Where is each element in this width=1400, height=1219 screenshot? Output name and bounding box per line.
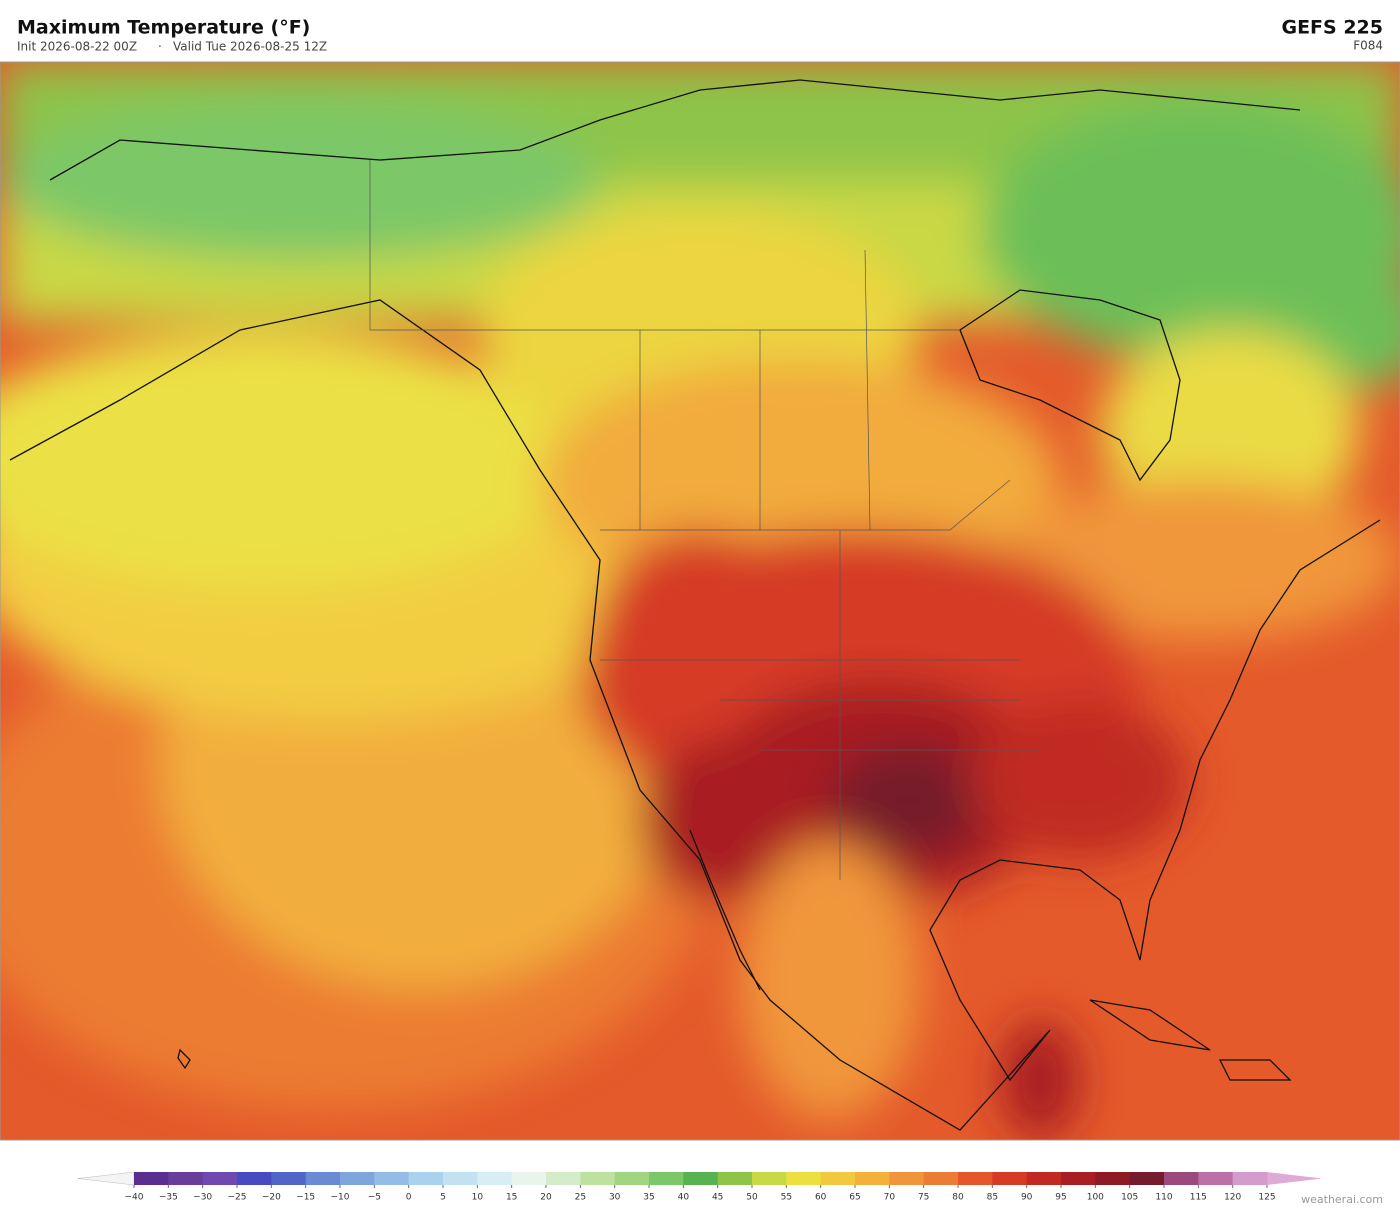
tick-label: 105 [1121,1193,1138,1203]
colorbar-over [1267,1172,1322,1185]
tick-label: 5 [440,1193,446,1203]
tick-label: 120 [1224,1193,1241,1203]
tick-label: 55 [781,1193,792,1203]
tick-label: 65 [849,1193,860,1203]
title: Maximum Temperature (°F) [17,17,310,39]
colorbar-segment [649,1172,684,1185]
model-name: GEFS 225 [1281,17,1383,39]
forecast-hour: F084 [1353,39,1383,53]
colorbar-segment [1129,1172,1165,1185]
tick-label: −40 [125,1193,144,1203]
colorbar-segment [752,1172,787,1185]
tick-label: 35 [643,1193,654,1203]
colorbar-segment [923,1172,959,1185]
colorbar-segment [820,1172,856,1185]
colorbar-segment [443,1172,478,1185]
colorbar-segment [786,1172,822,1185]
colorbar-segment [992,1172,1028,1185]
tick-label: 0 [406,1193,412,1203]
tick-label: 100 [1087,1193,1104,1203]
tick-label: 125 [1258,1193,1275,1203]
colorbar-segment [1164,1172,1199,1185]
tick-label: 20 [540,1193,552,1203]
colorbar-segment [477,1172,513,1185]
tick-label: 30 [609,1193,621,1203]
tick-label: −30 [193,1193,212,1203]
tick-label: −15 [296,1193,315,1203]
colorbar-segment [1061,1172,1096,1185]
init-time: Init 2026-08-22 00Z [17,40,137,54]
colorbar-segment [1232,1172,1268,1185]
colorbar-segment [717,1172,753,1185]
attribution: weatherai.com [1301,1193,1383,1206]
colorbar-segment [855,1172,890,1185]
tick-label: −25 [228,1193,247,1203]
separator: · [158,40,162,54]
colorbar-segment [340,1172,375,1185]
colorbar-segment [305,1172,341,1185]
colorbar-segment [889,1172,925,1185]
colorbar-segment [374,1172,410,1185]
tick-label: 85 [987,1193,998,1203]
colorbar-segment [958,1172,993,1185]
colorbar-segment [271,1172,307,1185]
tick-label: 110 [1155,1193,1172,1203]
colorbar-segment [546,1172,581,1185]
tick-label: −10 [331,1193,350,1203]
tick-label: 40 [678,1193,690,1203]
map-frame [0,61,1400,1141]
colorbar-segment [511,1172,547,1185]
tick-label: 15 [506,1193,517,1203]
tick-label: 90 [1021,1193,1033,1203]
colorbar-segment [614,1172,650,1185]
tick-label: 115 [1190,1193,1207,1203]
valid-time: Valid Tue 2026-08-25 12Z [173,40,327,54]
tick-label: 80 [952,1193,964,1203]
colorbar-segment [683,1172,719,1185]
colorbar-segment [1095,1172,1131,1185]
tick-label: 45 [712,1193,723,1203]
colorbar-segment [1026,1172,1062,1185]
colorbar-under [77,1171,135,1186]
tick-label: −5 [368,1193,381,1203]
colorbar: −40 −35 −30 −25 −20 −15 −10 −5 0 5 10 15 20 25 30 35 40 4… [77,1171,1322,1203]
tick-label: 25 [575,1193,586,1203]
tick-label: 60 [815,1193,827,1203]
colorbar-segment [134,1172,169,1185]
tick-label: −35 [159,1193,178,1203]
colorbar-segment [168,1172,204,1185]
colorbar-segment [202,1172,238,1185]
map [0,62,1400,1140]
colorbar-segment [408,1172,444,1185]
tick-label: 70 [884,1193,896,1203]
colorbar-segment [237,1172,272,1185]
tick-label: 50 [746,1193,758,1203]
tick-label: 75 [918,1193,929,1203]
colorbar-segment [1198,1172,1234,1185]
tick-label: −20 [262,1193,281,1203]
tick-label: 10 [472,1193,484,1203]
colorbar-segment [580,1172,616,1185]
tick-label: 95 [1055,1193,1066,1203]
